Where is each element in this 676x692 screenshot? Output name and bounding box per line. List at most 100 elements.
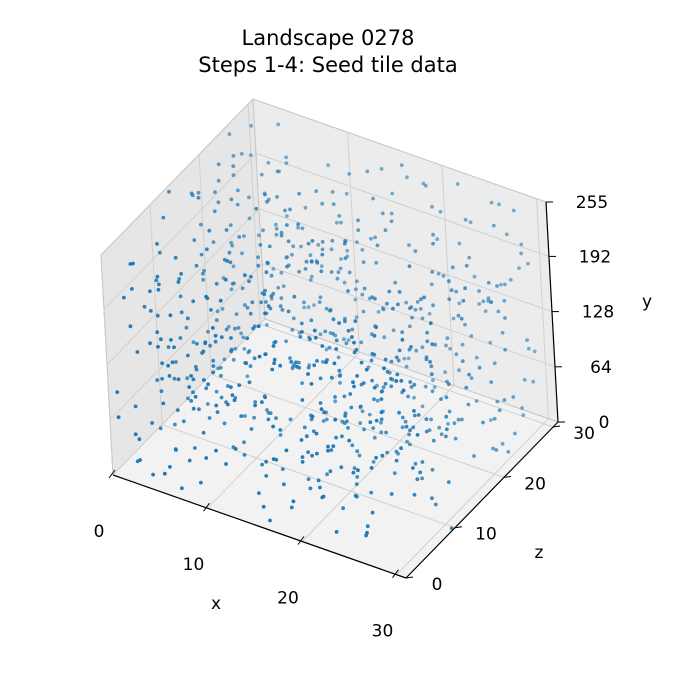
- data-point: [412, 409, 416, 413]
- data-point: [519, 251, 523, 256]
- data-point: [371, 196, 375, 201]
- data-point: [369, 490, 374, 495]
- data-point: [288, 356, 292, 360]
- data-point: [291, 499, 296, 504]
- data-point: [300, 226, 305, 231]
- data-point: [481, 299, 486, 304]
- data-point: [400, 425, 405, 430]
- data-point: [447, 279, 451, 284]
- data-point: [284, 255, 289, 260]
- data-point: [310, 453, 314, 458]
- data-point: [272, 361, 276, 366]
- data-point: [354, 315, 359, 320]
- data-point: [227, 132, 232, 137]
- data-point: [389, 376, 393, 381]
- data-point: [407, 264, 412, 269]
- data-point: [261, 228, 265, 233]
- pane-edge: [100, 98, 254, 256]
- data-point: [368, 420, 373, 425]
- data-point: [283, 208, 287, 213]
- data-point: [300, 460, 305, 464]
- data-point: [372, 435, 377, 440]
- data-point: [249, 123, 254, 128]
- data-point: [358, 421, 363, 425]
- data-point: [355, 475, 360, 479]
- z-tick-mark: [553, 425, 561, 428]
- data-point: [181, 419, 186, 424]
- data-point: [213, 339, 218, 344]
- data-point: [364, 533, 368, 538]
- data-point: [399, 446, 403, 451]
- data-point: [209, 308, 213, 312]
- x-axis-label: x: [211, 594, 221, 614]
- data-point: [205, 247, 209, 252]
- data-point: [194, 263, 199, 268]
- data-point: [400, 330, 405, 335]
- data-point: [396, 302, 400, 307]
- data-point: [499, 282, 503, 287]
- data-point: [247, 216, 252, 221]
- data-point: [263, 352, 268, 356]
- data-point: [270, 367, 275, 372]
- data-point: [526, 261, 530, 266]
- data-point: [275, 195, 279, 199]
- data-point: [316, 478, 321, 483]
- data-point: [248, 364, 253, 368]
- pane-edge: [252, 98, 547, 203]
- data-point: [266, 197, 271, 202]
- data-point: [248, 311, 253, 316]
- data-point: [469, 334, 474, 338]
- data-point: [385, 450, 390, 455]
- data-point: [450, 265, 455, 270]
- data-point: [323, 329, 328, 334]
- data-point: [365, 169, 370, 174]
- data-point: [486, 280, 491, 285]
- data-point: [408, 442, 412, 447]
- y-tick-label: 128: [582, 303, 614, 323]
- data-point: [309, 413, 313, 418]
- data-point: [394, 458, 399, 463]
- data-point: [178, 294, 183, 299]
- data-point: [192, 238, 197, 243]
- data-point: [285, 264, 289, 269]
- data-point: [332, 361, 337, 366]
- data-point: [352, 340, 356, 345]
- data-point: [346, 289, 350, 293]
- data-point: [444, 434, 448, 439]
- data-point: [446, 480, 451, 484]
- y-tick-label: 255: [576, 193, 608, 213]
- data-point: [187, 458, 192, 463]
- data-point: [216, 200, 221, 205]
- data-point: [406, 394, 410, 399]
- data-point: [389, 492, 394, 496]
- data-point: [295, 364, 299, 369]
- data-point: [216, 366, 221, 371]
- data-point: [262, 191, 267, 196]
- data-point: [271, 344, 276, 348]
- data-point: [204, 386, 209, 391]
- data-point: [302, 425, 307, 430]
- data-point: [472, 274, 477, 279]
- data-point: [212, 209, 217, 214]
- data-point: [148, 341, 152, 346]
- data-point: [330, 238, 335, 243]
- x-tick-mark: [392, 569, 399, 579]
- data-point: [342, 280, 347, 285]
- data-point: [459, 316, 464, 321]
- x-tick-label: 0: [94, 522, 105, 542]
- data-point: [299, 244, 303, 249]
- data-point: [430, 270, 435, 274]
- data-point: [250, 300, 255, 305]
- data-point: [155, 274, 160, 279]
- data-point: [254, 206, 259, 211]
- data-point: [329, 448, 334, 452]
- data-point: [264, 300, 268, 304]
- data-point: [466, 402, 471, 407]
- data-point: [348, 392, 353, 396]
- data-point: [189, 191, 194, 196]
- x-tick-mark: [297, 536, 305, 545]
- data-point: [266, 160, 271, 165]
- data-point: [268, 518, 272, 523]
- data-point: [362, 427, 366, 432]
